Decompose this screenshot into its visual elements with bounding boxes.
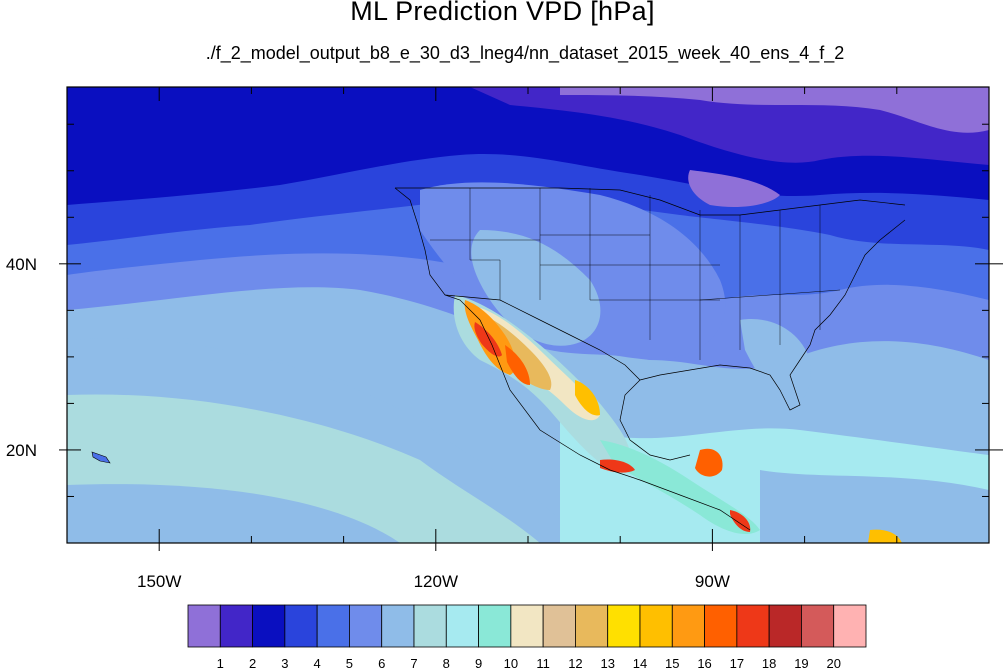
hawaii xyxy=(91,451,111,464)
colorbar-label: 1 xyxy=(217,656,224,671)
colorbar-label: 15 xyxy=(665,656,679,671)
colorbar-box xyxy=(478,604,512,648)
colorbar-label: 19 xyxy=(794,656,808,671)
colorbar-box xyxy=(445,604,479,648)
colorbar-box xyxy=(316,604,350,648)
colorbar-box xyxy=(510,604,544,648)
colorbar-label: 8 xyxy=(443,656,450,671)
colorbar-box xyxy=(833,604,867,648)
colorbar-box xyxy=(607,604,641,648)
field-patch xyxy=(474,322,502,357)
colorbar-box xyxy=(187,604,221,648)
colorbar-label: 7 xyxy=(410,656,417,671)
colorbar-label: 14 xyxy=(633,656,647,671)
field-patch xyxy=(868,529,902,543)
colorbar: 1 2 3 4 5 6 7 8 9 10 11 12 13 14 15 16 17 18 19 20 xyxy=(187,604,867,671)
y-tick-label: 20N xyxy=(6,441,37,460)
field-band xyxy=(67,484,400,543)
colorbar-label: 11 xyxy=(536,656,550,671)
atlantic-coast xyxy=(619,219,906,461)
colorbar-box xyxy=(284,604,318,648)
colorbar-box xyxy=(768,604,802,648)
colorbar-label: 13 xyxy=(600,656,614,671)
field-patch xyxy=(688,170,780,207)
field-patch xyxy=(471,230,601,346)
colorbar-box xyxy=(252,604,286,648)
colorbar-label: 20 xyxy=(826,656,840,671)
colorbar-label: 6 xyxy=(378,656,385,671)
colorbar-label: 3 xyxy=(281,656,288,671)
colorbar-label: 4 xyxy=(314,656,321,671)
colorbar-label: 10 xyxy=(504,656,518,671)
colorbar-box xyxy=(413,604,447,648)
colorbar-box xyxy=(704,604,738,648)
map-field xyxy=(67,87,989,543)
field-patch xyxy=(600,440,760,535)
pacific-coast xyxy=(394,187,751,531)
x-tick-label: 150W xyxy=(137,572,181,591)
colorbar-box xyxy=(801,604,835,648)
colorbar-box xyxy=(349,604,383,648)
field-band xyxy=(760,470,989,543)
colorbar-label: 16 xyxy=(697,656,711,671)
colorbar-label: 2 xyxy=(249,656,256,671)
colorbar-label: 18 xyxy=(762,656,776,671)
colorbar-label: 9 xyxy=(475,656,482,671)
axis-ticks: 150W 120W 90W 40N 20N xyxy=(6,87,1003,591)
colorbar-box xyxy=(736,604,770,648)
chart-title: ML Prediction VPD [hPa] xyxy=(350,0,655,26)
colorbar-box xyxy=(542,604,576,648)
x-tick-label: 120W xyxy=(414,572,458,591)
chart-subtitle: ./f_2_model_output_b8_e_30_d3_lneg4/nn_d… xyxy=(205,43,845,63)
colorbar-box xyxy=(219,604,253,648)
x-tick-label: 90W xyxy=(695,572,730,591)
colorbar-label: 12 xyxy=(568,656,582,671)
colorbar-box xyxy=(575,604,609,648)
colorbar-label: 5 xyxy=(346,656,353,671)
field-patch xyxy=(575,380,600,416)
state-lines xyxy=(430,188,841,360)
colorbar-box xyxy=(671,604,705,648)
y-tick-label: 40N xyxy=(6,255,37,274)
field-patch xyxy=(695,448,723,477)
field-patch xyxy=(505,345,530,385)
colorbar-box xyxy=(639,604,673,648)
field-band xyxy=(560,87,989,133)
colorbar-label: 17 xyxy=(730,656,744,671)
colorbar-box xyxy=(381,604,415,648)
